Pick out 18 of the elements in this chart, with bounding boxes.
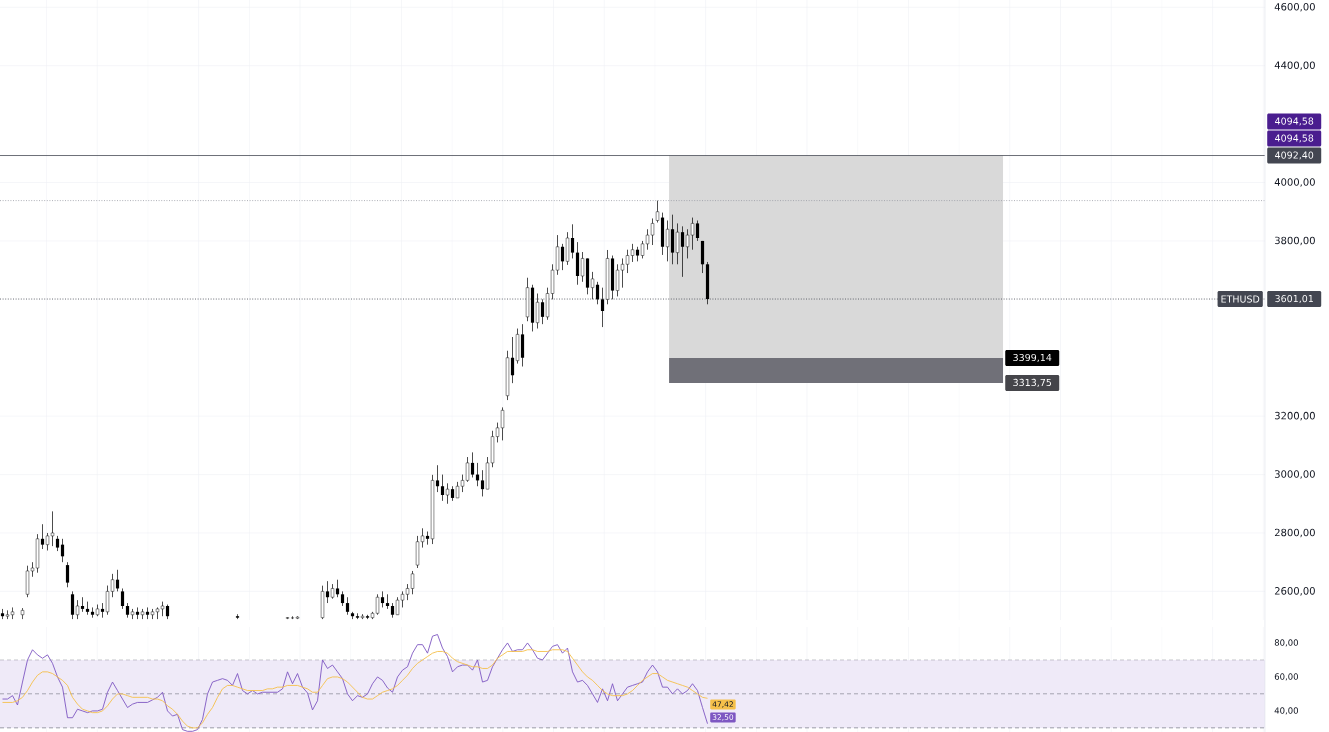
y-tick-label: 2600,00 bbox=[1274, 587, 1315, 596]
y-tick-label: 4400,00 bbox=[1274, 61, 1315, 70]
y-tick-label: 3800,00 bbox=[1274, 236, 1315, 246]
y-tick-label: 40,00 bbox=[1274, 707, 1298, 715]
y-tick-label: 4000,00 bbox=[1274, 178, 1315, 187]
annotation: ETHUSD bbox=[1221, 295, 1260, 303]
y-tick-label: 4600,00 bbox=[1274, 2, 1315, 12]
y-tick-label: 3200,00 bbox=[1274, 411, 1315, 421]
band-label: 3313,75 bbox=[1013, 378, 1052, 388]
y-tick-label: 60,00 bbox=[1274, 673, 1298, 681]
y-tick-label: 2800,00 bbox=[1274, 528, 1315, 538]
text: 4094,58 bbox=[1275, 117, 1314, 126]
y-tick-label: 80,00 bbox=[1274, 639, 1298, 647]
text: 4094,58 bbox=[1275, 134, 1314, 143]
y-tick-label: 3000,00 bbox=[1274, 470, 1315, 479]
band-label: 3399,14 bbox=[1013, 353, 1052, 363]
ref-line-label: 3601,01 bbox=[1275, 294, 1313, 304]
ref-line-label: 4092,40 bbox=[1275, 151, 1314, 160]
